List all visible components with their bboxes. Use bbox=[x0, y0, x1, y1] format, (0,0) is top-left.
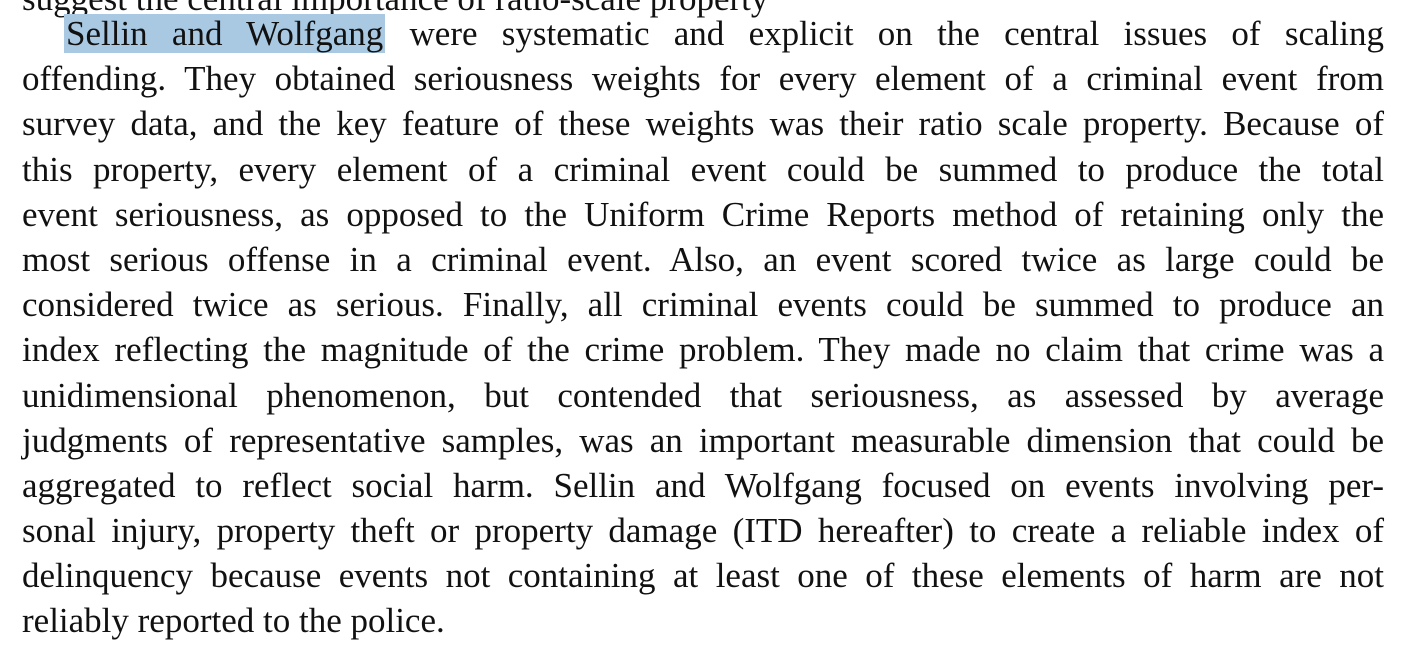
body-paragraph: Sellin and Wolfgang were systematic and … bbox=[22, 11, 1384, 644]
text-line-5: event seriousness, as opposed to the Uni… bbox=[22, 194, 1384, 234]
text-line-1: Sellin and Wolfgang were systematic and … bbox=[22, 11, 1384, 56]
text-line-13: delinquency because events not containin… bbox=[22, 556, 1384, 596]
text-line-3: survey data, and the key feature of thes… bbox=[22, 104, 1384, 144]
text-line-9: unidimensional phenomenon, but contended… bbox=[22, 375, 1384, 415]
text-line-11: aggregated to reflect social harm. Selli… bbox=[22, 465, 1384, 505]
text-line-12: sonal injury, property theft or property… bbox=[22, 511, 1384, 551]
text-line-8: index reflecting the magnitude of the cr… bbox=[22, 330, 1384, 370]
text-line-2: offending. They obtained seriousness wei… bbox=[22, 59, 1384, 99]
text-line-7: considered twice as serious. Finally, al… bbox=[22, 285, 1384, 325]
text-line-14: reliably reported to the police. bbox=[22, 601, 445, 641]
highlighted-selection[interactable]: Sellin and Wolfgang bbox=[64, 14, 386, 53]
clipped-previous-line: suggest the central importance of ratio-… bbox=[22, 0, 1384, 21]
text-line-6: most serious offense in a criminal event… bbox=[22, 239, 1384, 279]
text-line-10: judgments of representative samples, was… bbox=[22, 420, 1384, 460]
text-line-1-rest: were systematic and explicit on the cent… bbox=[385, 14, 1385, 53]
text-line-4: this property, every element of a crimin… bbox=[22, 149, 1384, 189]
